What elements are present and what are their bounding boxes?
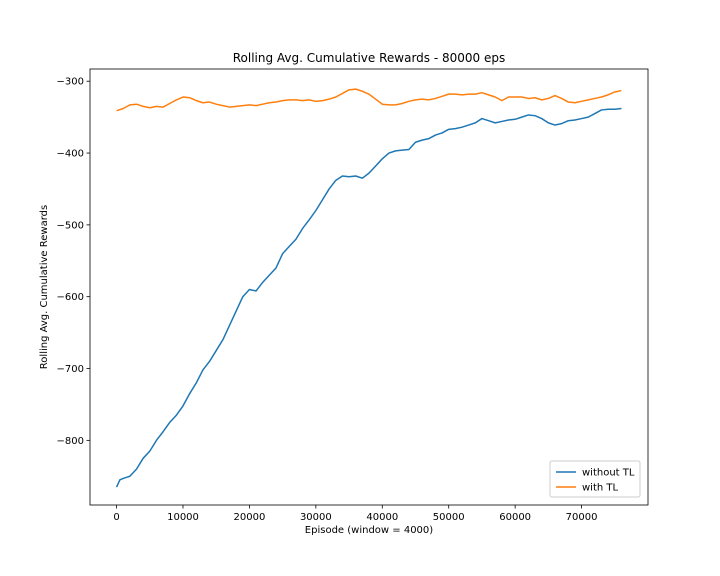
legend-label-with-tl: with TL bbox=[582, 483, 619, 494]
x-tick-label: 30000 bbox=[300, 512, 332, 523]
y-tick-label: −500 bbox=[57, 220, 84, 231]
y-tick-label: −600 bbox=[57, 292, 84, 303]
x-axis-title: Episode (window = 4000) bbox=[305, 525, 433, 536]
x-tick-label: 60000 bbox=[499, 512, 531, 523]
x-tick-label: 10000 bbox=[167, 512, 199, 523]
series-layer bbox=[115, 88, 622, 488]
legend-label-without-tl: without TL bbox=[582, 468, 635, 479]
x-axis: 0 10000 20000 30000 40000 50000 60000 70000 bbox=[113, 505, 597, 523]
y-axis-title: Rolling Avg. Cumulative Rewards bbox=[39, 205, 50, 369]
series-line-without-tl bbox=[115, 107, 622, 488]
x-tick-label: 40000 bbox=[366, 512, 398, 523]
y-tick-label: −700 bbox=[57, 364, 84, 375]
y-tick-label: −400 bbox=[57, 149, 84, 160]
legend-box bbox=[549, 460, 641, 498]
plot-frame bbox=[89, 68, 649, 506]
y-tick-label: −300 bbox=[57, 77, 84, 88]
series-line-with-tl bbox=[116, 88, 622, 112]
chart-title: Rolling Avg. Cumulative Rewards - 80000 … bbox=[233, 51, 505, 65]
x-tick-label: 20000 bbox=[234, 512, 266, 523]
y-axis: −800 −700 −600 −500 −400 −300 bbox=[57, 77, 90, 447]
y-tick-label: −800 bbox=[57, 436, 84, 447]
x-tick-label: 0 bbox=[113, 512, 119, 523]
legend: without TL with TL bbox=[549, 460, 641, 498]
x-tick-label: 50000 bbox=[433, 512, 465, 523]
x-tick-label: 70000 bbox=[566, 512, 598, 523]
